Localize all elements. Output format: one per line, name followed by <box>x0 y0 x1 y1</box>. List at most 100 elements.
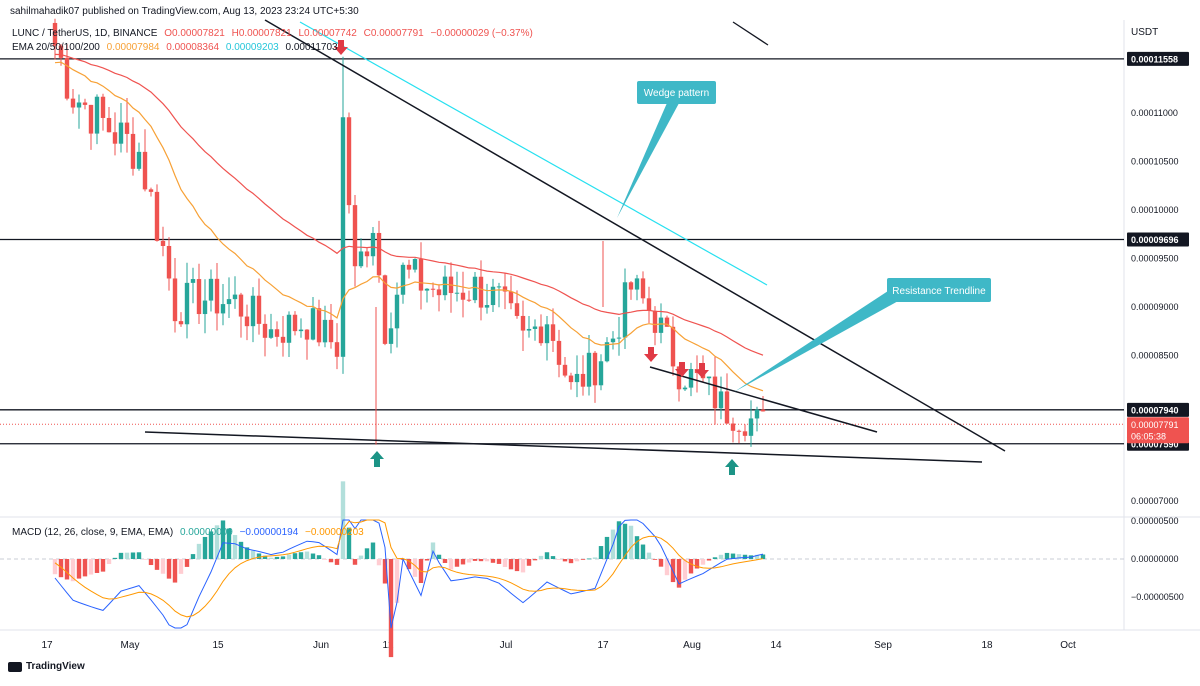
arrow-down-jul-b-head <box>675 369 689 377</box>
candle-body <box>76 102 82 108</box>
candle-body <box>514 303 520 316</box>
brand-label: TradingView <box>26 661 85 672</box>
macd-histogram-bar <box>628 525 634 559</box>
wedge-callout-box <box>637 81 716 104</box>
macd-histogram-bar <box>538 555 544 559</box>
macd-histogram-bar <box>154 559 160 570</box>
price-tick-label: 0.00008500 <box>1131 351 1179 361</box>
wedge-callout-pointer <box>617 104 679 218</box>
arrow-up-aug <box>729 467 735 475</box>
candle-body <box>202 300 208 315</box>
macd-histogram-bar <box>574 559 580 562</box>
macd-histogram-bar <box>496 559 502 564</box>
wedge-upper-trendline <box>264 19 1006 452</box>
macd-histogram-bar <box>196 543 202 559</box>
candle-body <box>676 366 682 390</box>
candle-body <box>748 418 754 436</box>
macd-histogram-bar <box>490 559 496 563</box>
candles-group <box>52 18 766 447</box>
macd-histogram-bar <box>202 536 208 559</box>
macd-histogram-bar <box>118 552 124 559</box>
candle-body <box>292 314 298 332</box>
candle-body <box>364 251 370 257</box>
ema100-value: 0.00009203 <box>225 42 279 53</box>
candle-body <box>268 329 274 338</box>
macd-histogram-bar <box>712 557 718 559</box>
candle-body <box>232 294 238 300</box>
macd-histogram-group <box>52 481 766 658</box>
candle-body <box>280 336 286 343</box>
candle-body <box>286 314 292 343</box>
candle-body <box>358 251 364 267</box>
macd-hist-value: 0.00000009 <box>179 527 233 538</box>
arrow-down-jul-a-head <box>644 354 658 362</box>
macd-histogram-bar <box>640 544 646 559</box>
level-label-box <box>1127 402 1189 417</box>
ohlc-close: C0.00007791 <box>363 28 424 39</box>
candle-body <box>424 288 430 291</box>
candle-body <box>106 117 112 133</box>
price-tick-label: 0.00010000 <box>1131 205 1179 215</box>
candle-body <box>742 431 748 436</box>
symbol-title: LUNC / TetherUS, 1D, BINANCE <box>12 28 158 39</box>
candle-body <box>244 316 250 327</box>
ema200-segment <box>732 21 769 46</box>
candle-body <box>376 232 382 276</box>
price-tick-label: 0.00009500 <box>1131 254 1179 264</box>
candle-body <box>610 338 616 343</box>
candle-body <box>250 295 256 327</box>
candle-body <box>574 373 580 383</box>
ohlc-change: −0.00000029 (−0.37%) <box>430 28 533 39</box>
macd-histogram-bar <box>328 559 334 563</box>
macd-histogram-bar <box>184 559 190 567</box>
candle-body <box>580 373 586 387</box>
macd-signal-value: −0.00000203 <box>305 527 364 538</box>
macd-histogram-bar <box>514 559 520 572</box>
arrow-up-jun-head <box>370 451 384 459</box>
macd-histogram-bar <box>268 557 274 559</box>
candle-body <box>652 310 658 333</box>
macd-histogram-bar <box>616 521 622 559</box>
macd-histogram-bar <box>442 559 448 563</box>
macd-histogram-bar <box>436 554 442 559</box>
macd-histogram-bar <box>292 553 298 559</box>
candle-body <box>184 282 190 325</box>
candle-body <box>238 294 244 317</box>
candle-body <box>70 98 76 108</box>
ema100-line <box>299 21 768 286</box>
level-label: 0.00009696 <box>1131 235 1179 245</box>
currency-label[interactable]: USDT <box>1131 27 1159 38</box>
macd-histogram-bar <box>370 542 376 559</box>
macd-histogram-bar <box>334 559 340 565</box>
arrow-down-jun-head <box>334 47 348 55</box>
macd-histogram-bar <box>460 559 466 565</box>
macd-histogram-bar <box>394 559 400 603</box>
macd-histogram-bar <box>544 552 550 559</box>
macd-histogram-bar <box>742 554 748 559</box>
candle-body <box>346 117 352 206</box>
candle-body <box>58 45 64 58</box>
macd-tick-label: −0.00000500 <box>1131 592 1184 602</box>
arrow-down-jun <box>338 40 344 47</box>
macd-histogram-bar <box>310 553 316 559</box>
macd-histogram-bar <box>166 559 172 579</box>
macd-histogram-bar <box>586 558 592 560</box>
candle-body <box>682 387 688 390</box>
arrow-up-jun <box>374 459 380 467</box>
macd-histogram-bar <box>484 559 490 562</box>
resistance-callout-label: Resistance Trendline <box>892 286 986 297</box>
macd-histogram-bar <box>190 554 196 559</box>
candle-body <box>178 321 184 325</box>
macd-histogram-bar <box>568 559 574 564</box>
macd-histogram-bar <box>532 559 538 561</box>
candle-body <box>520 315 526 331</box>
candle-body <box>628 282 634 290</box>
candle-body <box>388 328 394 344</box>
candle-body <box>316 308 322 343</box>
macd-histogram-bar <box>130 552 136 559</box>
macd-histogram-bar <box>634 536 640 559</box>
macd-histogram-bar <box>280 556 286 559</box>
candle-body <box>328 319 334 343</box>
